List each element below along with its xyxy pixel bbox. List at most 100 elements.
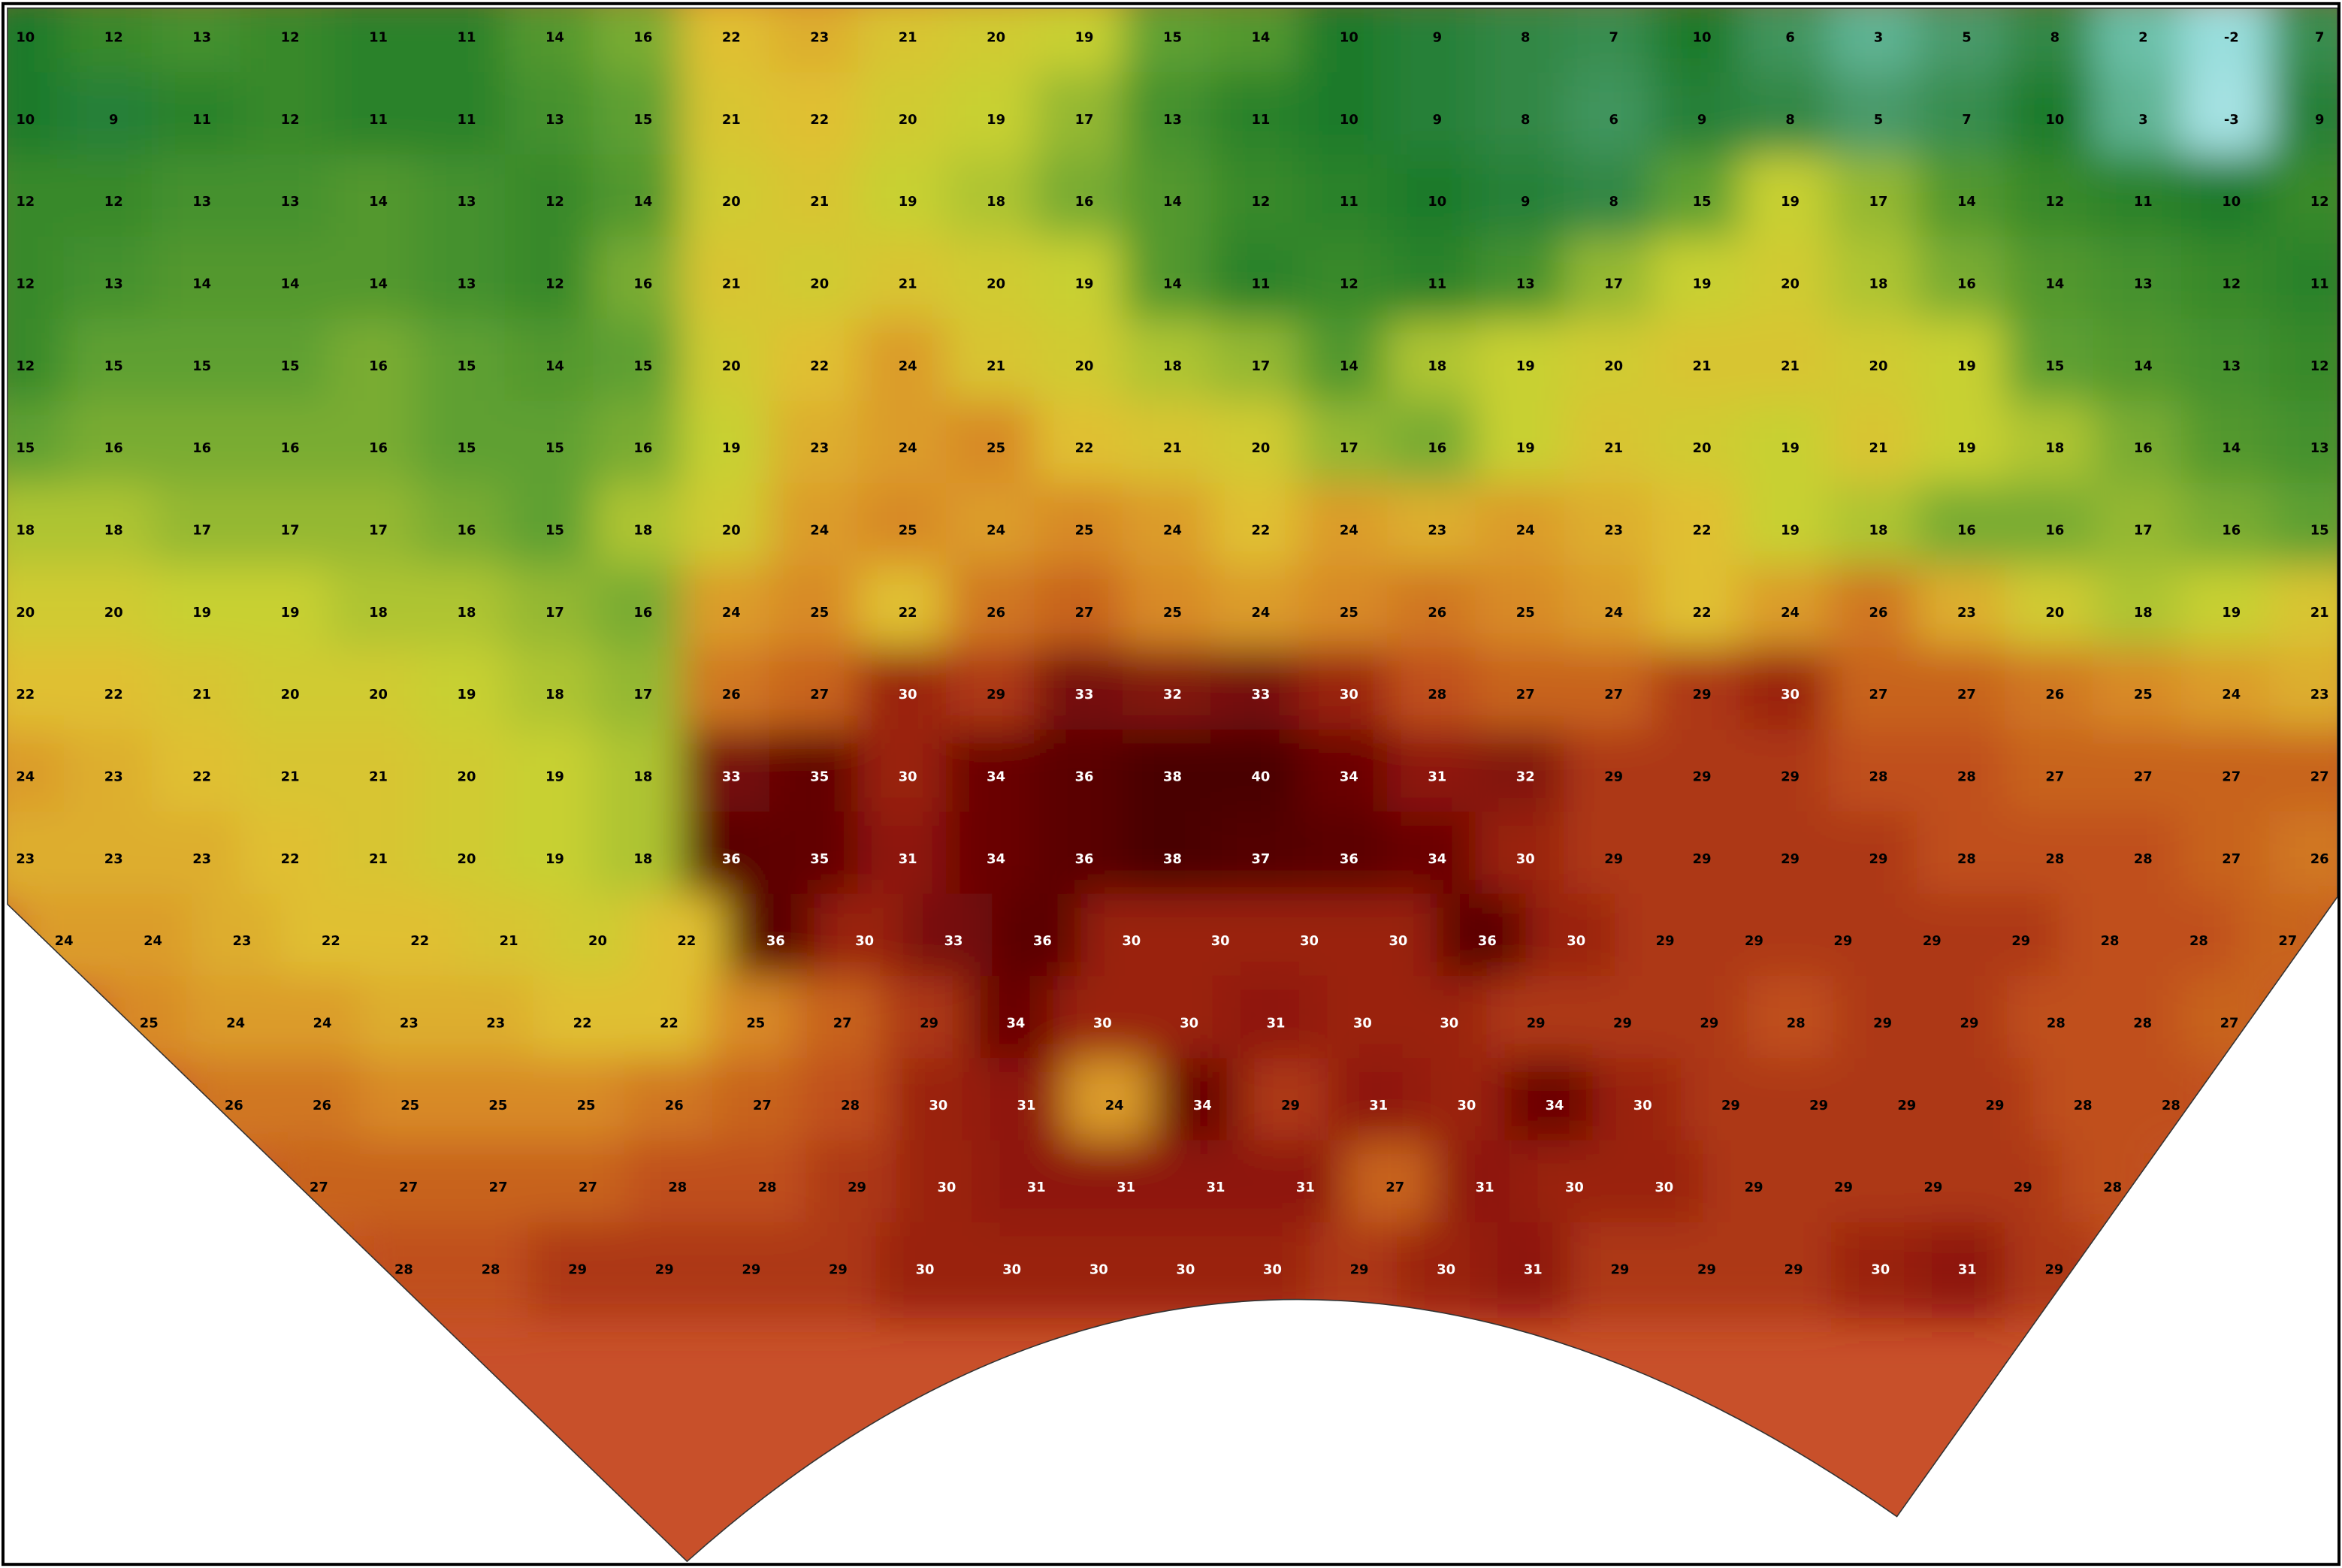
temperature-label: 26: [313, 1098, 331, 1113]
temperature-label: 28: [2074, 1098, 2093, 1113]
temperature-label: 17: [1075, 112, 1094, 128]
temperature-label: 24: [1251, 605, 1270, 621]
temperature-cell: [1387, 72, 1488, 168]
temperature-label: 19: [545, 851, 564, 867]
temperature-label: 12: [2222, 276, 2241, 292]
temperature-label: 35: [810, 769, 829, 785]
temperature-label: 16: [633, 30, 652, 46]
temperature-label: 30: [1781, 687, 1800, 702]
temperature-cell: [1833, 975, 1933, 1072]
temperature-cell: [1660, 975, 1759, 1072]
temperature-label: 6: [1609, 112, 1618, 128]
temperature-label: 11: [458, 30, 476, 46]
temperature-cell: [416, 647, 517, 743]
temperature-cell: [1828, 729, 1929, 826]
temperature-label: 36: [1033, 933, 1052, 949]
temperature-label: 14: [633, 194, 652, 210]
temperature-cell: [151, 482, 252, 579]
temperature-label: 25: [577, 1098, 596, 1113]
temperature-label: 23: [810, 30, 829, 46]
temperature-label: 17: [192, 523, 211, 539]
temperature-cell: [1916, 236, 2017, 333]
temperature-label: 31: [1027, 1180, 1046, 1195]
temperature-label: 22: [660, 1016, 678, 1032]
temperature-cell: [857, 647, 958, 743]
temperature-label: 20: [588, 933, 607, 949]
temperature-labels: 10 12 13 12 11 11 14 16 22 23 21 20 19 15 14 10 9 8 7 10 6 3 5…: [16, 30, 2328, 1278]
temperature-cell: [1970, 893, 2072, 989]
temperature-label: 30: [1457, 1098, 1476, 1113]
temperature-label: 20: [722, 523, 741, 539]
temperature-label: 23: [16, 851, 35, 867]
temperature-cell: [2181, 811, 2282, 908]
temperature-cell: [1210, 811, 1311, 908]
temperature-cell: [945, 236, 1047, 333]
temperature-cell: [447, 1140, 549, 1236]
temperature-label: 16: [369, 358, 388, 374]
temperature-label: 16: [633, 440, 652, 456]
temperature-label: 19: [1075, 276, 1094, 292]
temperature-label: 17: [1869, 194, 1888, 210]
temperature-label: 29: [1604, 851, 1623, 867]
temperature-label: 24: [55, 933, 74, 949]
temperature-label: 23: [104, 769, 123, 785]
temperature-label: 34: [987, 851, 1005, 867]
temperature-label: 16: [1075, 194, 1094, 210]
temperature-cell: [1387, 647, 1488, 743]
temperature-cell: [1792, 893, 1894, 989]
temperature-label: 21: [1693, 358, 1712, 374]
temperature-label: 16: [1957, 276, 1976, 292]
temperature-label: 29: [1610, 1262, 1629, 1278]
temperature-cell: [1486, 975, 1585, 1072]
temperature-label: 13: [2134, 276, 2153, 292]
temperature-cell: [1034, 236, 1135, 333]
temperature-cell: [1344, 1140, 1446, 1236]
temperature-label: 31: [1476, 1180, 1494, 1195]
temperature-cell: [504, 647, 606, 743]
temperature-label: 25: [400, 1098, 419, 1113]
temperature-label: 15: [104, 358, 123, 374]
temperature-label: 30: [1437, 1262, 1455, 1278]
temperature-label: 22: [1693, 605, 1712, 621]
temperature-label: 20: [16, 605, 35, 621]
temperature-cell: [1739, 647, 1841, 743]
temperature-label: 23: [486, 1016, 505, 1032]
temperature-cell: [240, 319, 340, 415]
temperature-cell: [1387, 154, 1488, 250]
temperature-label: 30: [1871, 1262, 1890, 1278]
temperature-label: 29: [1745, 933, 1763, 949]
temperature-label: 18: [2134, 605, 2153, 621]
temperature-label: 29: [1693, 769, 1712, 785]
temperature-label: 30: [937, 1180, 956, 1195]
temperature-label: 25: [746, 1016, 765, 1032]
temperature-cell: [945, 154, 1047, 250]
temperature-label: 35: [810, 851, 829, 867]
temperature-label: 27: [2045, 769, 2064, 785]
temperature-cell: [681, 319, 781, 415]
temperature-cell: [1210, 482, 1311, 579]
temperature-cell: [240, 400, 340, 497]
temperature-label: 19: [1516, 358, 1535, 374]
temperature-cell: [1828, 400, 1929, 497]
temperature-label: 19: [1693, 276, 1712, 292]
temperature-label: 21: [722, 112, 741, 128]
temperature-label: 20: [987, 276, 1005, 292]
temperature-cell: [615, 1222, 714, 1319]
temperature-cell: [1152, 1058, 1253, 1154]
temperature-label: 21: [2310, 605, 2329, 621]
temperature-label: 10: [1428, 194, 1446, 210]
temperature-label: 29: [1897, 1098, 1916, 1113]
temperature-cell: [2181, 400, 2282, 497]
temperature-label: 20: [1781, 276, 1800, 292]
temperature-cell: [63, 154, 164, 250]
temperature-cell: [1210, 400, 1311, 497]
temperature-label: 22: [677, 933, 696, 949]
temperature-label: 19: [1957, 440, 1976, 456]
temperature-label: 12: [16, 358, 35, 374]
temperature-cell: [533, 975, 632, 1072]
temperature-label: 21: [192, 687, 211, 702]
temperature-label: 18: [1428, 358, 1446, 374]
temperature-label: 29: [1960, 1016, 1979, 1032]
temperature-label: 21: [1604, 440, 1623, 456]
temperature-cell: [725, 893, 826, 989]
